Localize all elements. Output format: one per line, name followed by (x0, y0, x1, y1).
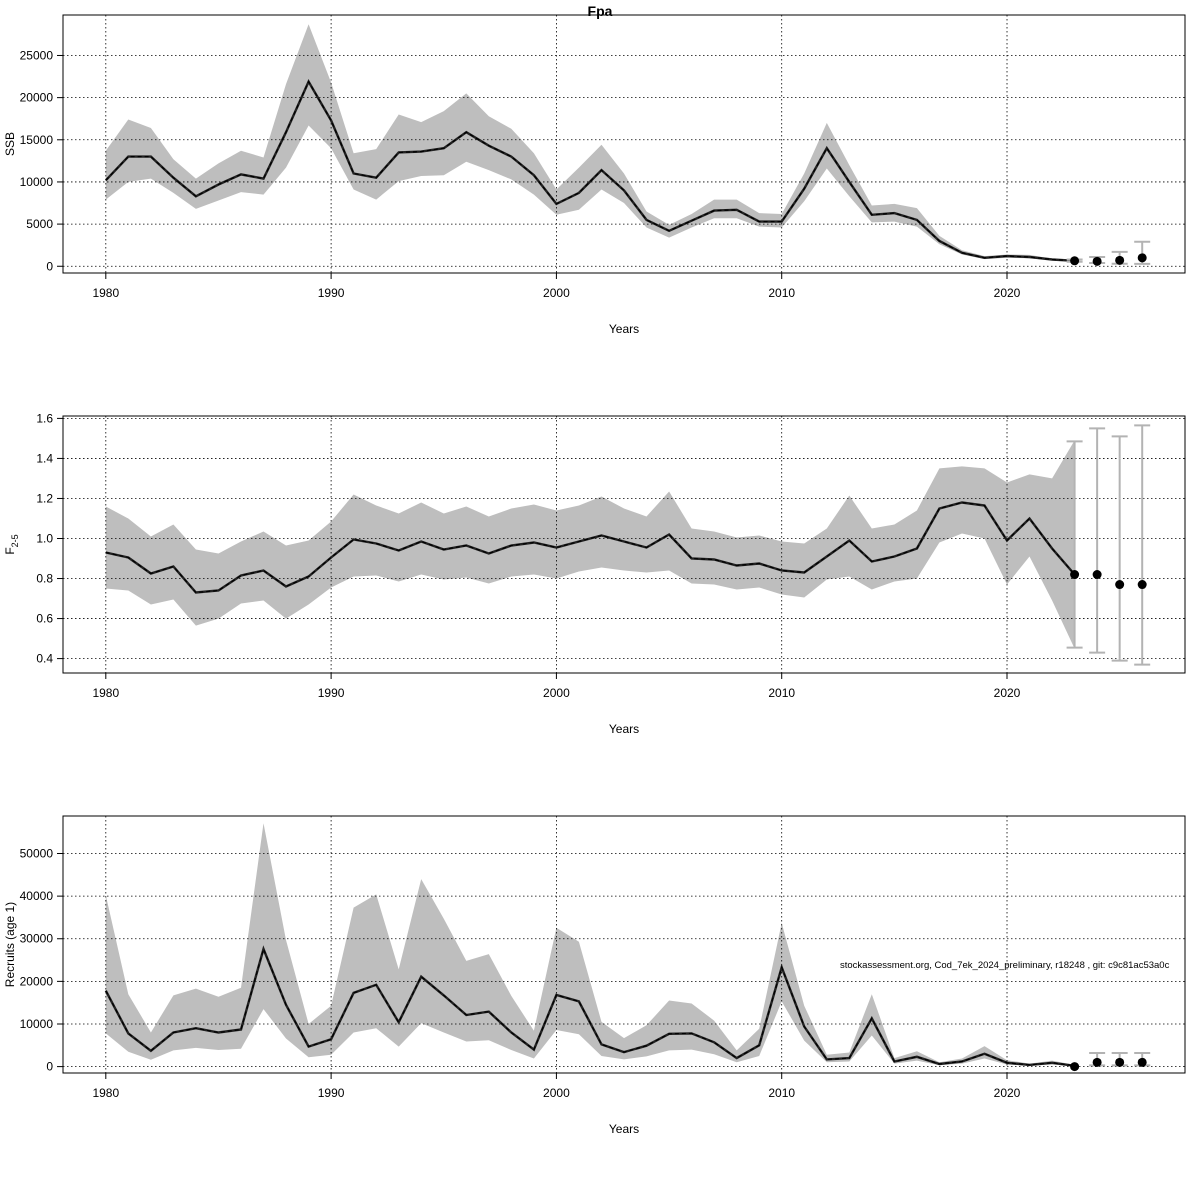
forecast-point (1137, 253, 1147, 263)
x-tick-label: 2010 (768, 286, 795, 300)
plot-frame (62, 415, 1186, 674)
forecast-point (1092, 570, 1102, 580)
watermark-text: stockassessment.org, Cod_7ek_2024_prelim… (840, 960, 1170, 971)
x-tick-label: 2010 (768, 1086, 795, 1100)
y-tick-label: 40000 (20, 889, 54, 903)
y-tick-label: 50000 (20, 847, 54, 861)
x-axis-label: Years (609, 322, 639, 336)
y-tick-label: 0 (46, 1060, 53, 1074)
fishing-mortality-panel: 1980 1990 2000 2010 2020 0.4 0.6 0.8 1.0 1.2 1.4 1.… (3, 411, 1186, 736)
x-tick-label: 2020 (994, 286, 1021, 300)
x-tick-label: 2000 (543, 686, 570, 700)
y-axis-label: F2-5 (3, 534, 20, 554)
forecast-point (1070, 1062, 1080, 1072)
y-tick-label: 5000 (26, 217, 53, 231)
ssb-panel: 1980 1990 2000 2010 2020 0 5000 10000 15000 20000… (3, 14, 1186, 336)
forecast-point (1137, 1057, 1147, 1067)
y-tick-label: 1.2 (36, 491, 53, 505)
x-tick-label: 2020 (994, 686, 1021, 700)
forecast-point (1092, 1057, 1102, 1067)
y-axis-label: Recruits (age 1) (3, 902, 17, 987)
forecast-point (1115, 255, 1125, 265)
y-axis-label-subscript: 2-5 (10, 534, 20, 547)
y-tick-label: 20000 (20, 974, 54, 988)
x-tick-label: 2020 (994, 1086, 1021, 1100)
y-axis-label: SSB (3, 132, 17, 156)
x-tick-label: 1990 (318, 686, 345, 700)
recruits-confidence-band (105, 823, 1075, 1067)
x-tick-label: 1990 (318, 286, 345, 300)
y-tick-label: 1.6 (36, 411, 53, 425)
forecast-point (1115, 1057, 1125, 1067)
y-tick-label: 30000 (20, 932, 54, 946)
y-tick-label: 15000 (20, 133, 54, 147)
y-tick-label: 0.6 (36, 612, 53, 626)
x-axis-label: Years (609, 1122, 639, 1136)
x-tick-label: 1980 (92, 286, 119, 300)
y-tick-label: 25000 (20, 48, 54, 62)
x-tick-label: 1980 (92, 686, 119, 700)
y-tick-label: 0.4 (36, 652, 53, 666)
y-tick-label: 10000 (20, 175, 54, 189)
x-tick-label: 2010 (768, 686, 795, 700)
y-tick-label: 20000 (20, 91, 54, 105)
f-estimate-dashes (105, 501, 1076, 594)
forecast-point (1137, 580, 1147, 590)
plot-frame (62, 815, 1186, 1074)
figure-title: Fpa (588, 3, 613, 19)
x-axis-label: Years (609, 722, 639, 736)
ssb-confidence-band (105, 24, 1075, 262)
y-tick-label: 1.4 (36, 451, 53, 465)
y-tick-label: 0.8 (36, 572, 53, 586)
forecast-point (1115, 580, 1125, 590)
recruits-panel: 1980 1990 2000 2010 2020 0 10000 20000 30000 4000… (3, 815, 1186, 1136)
forecast-point (1070, 256, 1080, 266)
x-tick-label: 2000 (543, 286, 570, 300)
x-tick-label: 1980 (92, 1086, 119, 1100)
forecast-point (1092, 256, 1102, 266)
y-tick-label: 10000 (20, 1017, 54, 1031)
y-tick-label: 0 (46, 259, 53, 273)
plot-frame (62, 14, 1186, 274)
recruits-estimate-dashes (105, 947, 1075, 1067)
y-tick-label: 1.0 (36, 531, 53, 545)
ssb-estimate-dashes (105, 80, 1075, 262)
x-tick-label: 2000 (543, 1086, 570, 1100)
x-tick-label: 1990 (318, 1086, 345, 1100)
forecast-point (1070, 570, 1080, 580)
f-confidence-band (105, 440, 1075, 649)
